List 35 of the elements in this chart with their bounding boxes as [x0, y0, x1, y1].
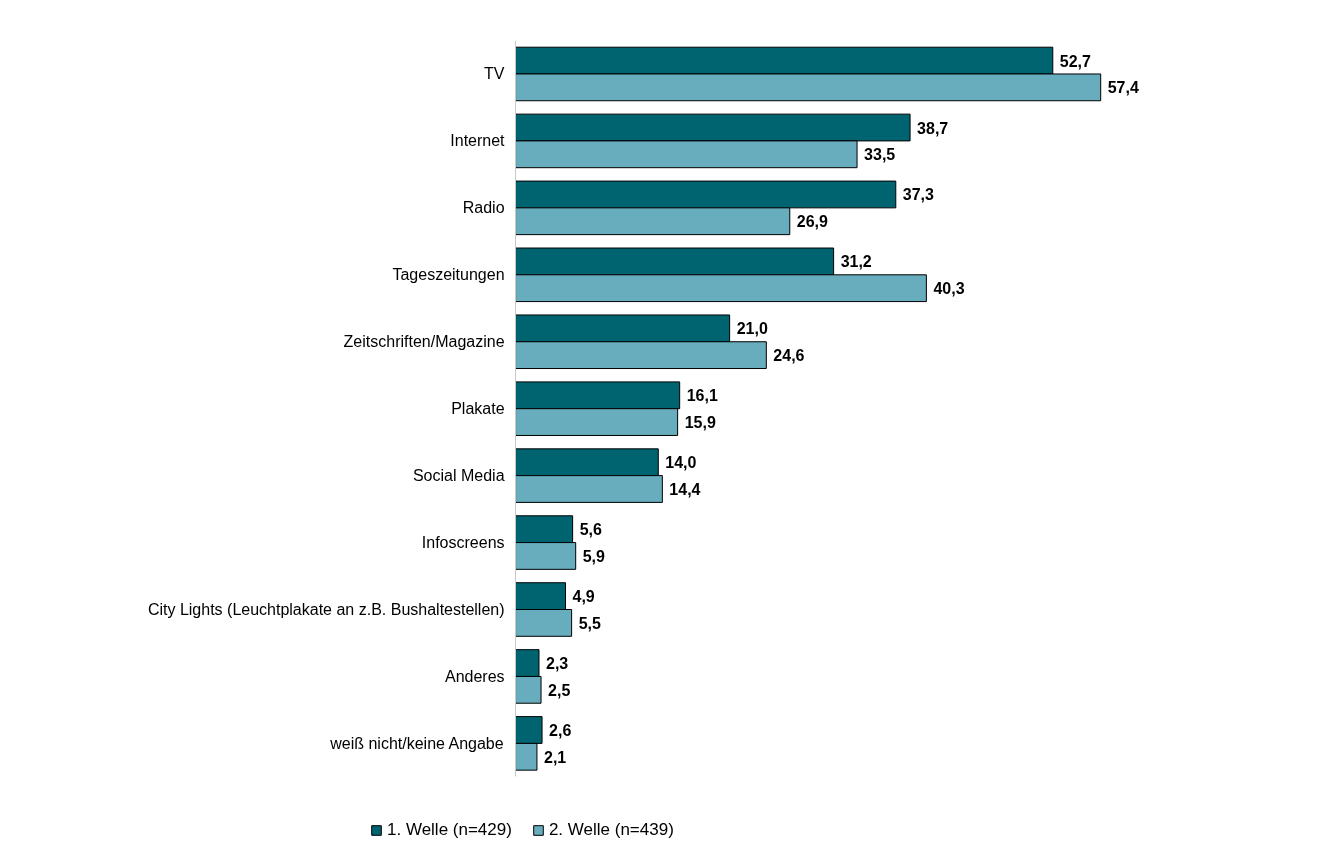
data-label: 37,3	[902, 186, 935, 204]
data-label: 38,7	[917, 119, 949, 137]
data-label: 33,5	[864, 146, 896, 164]
data-label: 31,2	[840, 253, 872, 271]
legend-label: 1. Welle (n=429)	[387, 820, 512, 840]
y-tick-label: Tageszeitungen	[392, 266, 505, 284]
y-tick-label: Internet	[450, 132, 506, 150]
y-tick-label: Plakate	[451, 400, 505, 418]
data-label: 5,5	[578, 614, 601, 632]
data-label: 14,4	[669, 481, 701, 499]
data-label: 16,1	[686, 387, 718, 405]
y-tick-label: weiß nicht/keine Angabe	[329, 734, 504, 752]
data-label: 52,7	[1059, 52, 1092, 70]
data-label: 14,0	[665, 454, 697, 472]
y-tick-label: TV	[484, 65, 505, 83]
data-label: 2,3	[546, 655, 569, 673]
y-tick-label: Zeitschriften/Magazine	[343, 333, 505, 351]
data-label: 24,6	[773, 347, 805, 365]
y-tick-label: Social Media	[412, 467, 505, 485]
data-label: 2,6	[549, 722, 572, 739]
data-label: 15,9	[684, 414, 716, 432]
data-label: 40,3	[933, 280, 965, 298]
data-label: 4,9	[572, 588, 595, 606]
data-label: 21,0	[736, 320, 768, 338]
y-tick-label: City Lights (Leuchtplakate an z.B. Bushaltestellen)	[147, 601, 505, 619]
y-tick-label: Radio	[462, 199, 505, 217]
data-label: 2,5	[548, 681, 571, 699]
y-tick-label: Anderes	[444, 667, 505, 685]
data-label: 2,1	[543, 748, 567, 766]
data-label: 5,9	[582, 547, 606, 565]
legend-label: 2. Welle (n=439)	[548, 820, 674, 840]
data-label: 5,6	[579, 521, 602, 539]
data-label: 57,4	[1107, 79, 1139, 97]
y-tick-label: Infoscreens	[421, 534, 505, 552]
data-label: 26,9	[796, 213, 829, 231]
